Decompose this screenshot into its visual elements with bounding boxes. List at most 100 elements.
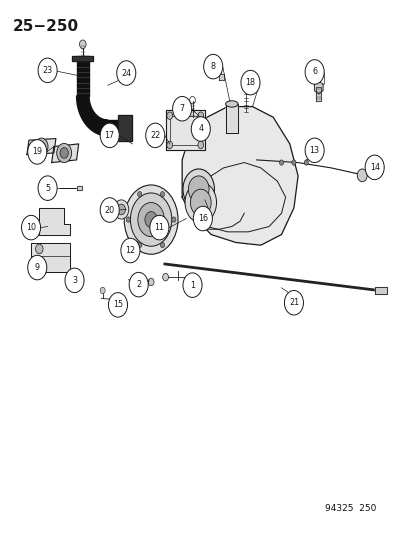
Circle shape — [145, 123, 164, 148]
Circle shape — [28, 140, 47, 164]
Circle shape — [121, 238, 140, 263]
Text: 14: 14 — [369, 163, 379, 172]
Circle shape — [197, 141, 203, 149]
Polygon shape — [76, 96, 107, 136]
Circle shape — [166, 112, 172, 119]
Polygon shape — [182, 107, 297, 245]
Text: 16: 16 — [197, 214, 207, 223]
Text: 10: 10 — [26, 223, 36, 232]
Circle shape — [145, 212, 157, 228]
Circle shape — [65, 268, 84, 293]
Circle shape — [138, 203, 164, 237]
Circle shape — [193, 206, 212, 231]
Circle shape — [172, 96, 191, 121]
Circle shape — [279, 160, 283, 165]
Text: 4: 4 — [198, 125, 203, 133]
Circle shape — [108, 293, 127, 317]
Text: 5: 5 — [45, 184, 50, 192]
Text: 12: 12 — [125, 246, 135, 255]
Circle shape — [160, 191, 164, 197]
Circle shape — [100, 198, 119, 222]
Circle shape — [117, 204, 125, 215]
Polygon shape — [39, 208, 70, 235]
Circle shape — [38, 176, 57, 200]
Circle shape — [36, 259, 43, 269]
Polygon shape — [314, 81, 322, 94]
Circle shape — [304, 160, 308, 165]
Circle shape — [291, 160, 295, 165]
Circle shape — [124, 185, 178, 254]
Polygon shape — [118, 115, 132, 141]
Circle shape — [36, 244, 43, 254]
Text: 20: 20 — [104, 206, 114, 214]
Polygon shape — [225, 104, 237, 133]
Polygon shape — [107, 120, 122, 136]
Circle shape — [60, 148, 68, 158]
Text: 2: 2 — [136, 280, 141, 289]
Text: 25−250: 25−250 — [12, 19, 78, 34]
Text: 11: 11 — [154, 223, 164, 232]
Circle shape — [100, 287, 105, 294]
Text: 21: 21 — [288, 298, 298, 307]
Circle shape — [35, 138, 48, 155]
Polygon shape — [316, 87, 320, 101]
Circle shape — [130, 193, 171, 246]
Text: 22: 22 — [150, 131, 160, 140]
Circle shape — [116, 61, 135, 85]
Polygon shape — [76, 56, 89, 96]
Circle shape — [129, 272, 148, 297]
Text: 8: 8 — [210, 62, 215, 71]
Circle shape — [114, 200, 128, 219]
Circle shape — [197, 112, 203, 119]
Circle shape — [133, 244, 137, 249]
Polygon shape — [27, 139, 56, 155]
Polygon shape — [31, 243, 70, 272]
Circle shape — [160, 243, 164, 248]
Text: 17: 17 — [104, 131, 114, 140]
Text: 23: 23 — [43, 66, 52, 75]
Polygon shape — [165, 110, 204, 150]
Text: 18: 18 — [245, 78, 255, 87]
Circle shape — [284, 290, 303, 315]
Circle shape — [183, 169, 214, 209]
Text: 24: 24 — [121, 69, 131, 77]
Circle shape — [190, 189, 211, 216]
Circle shape — [21, 215, 40, 240]
Text: 3: 3 — [72, 276, 77, 285]
Circle shape — [28, 255, 47, 280]
Circle shape — [191, 117, 210, 141]
Circle shape — [38, 58, 57, 83]
Text: 9: 9 — [35, 263, 40, 272]
Polygon shape — [218, 74, 224, 80]
Circle shape — [188, 176, 209, 203]
Text: 94325  250: 94325 250 — [324, 504, 375, 513]
Polygon shape — [72, 56, 93, 61]
Circle shape — [137, 243, 141, 248]
Polygon shape — [76, 186, 82, 190]
Text: 1: 1 — [190, 281, 195, 289]
Circle shape — [126, 217, 130, 222]
Circle shape — [203, 54, 222, 79]
Circle shape — [304, 60, 323, 84]
Polygon shape — [374, 287, 386, 294]
Text: 6: 6 — [311, 68, 316, 76]
Ellipse shape — [225, 101, 237, 107]
Text: 15: 15 — [113, 301, 123, 309]
Circle shape — [57, 143, 71, 163]
Circle shape — [162, 273, 168, 281]
Circle shape — [148, 278, 154, 286]
Polygon shape — [52, 144, 78, 163]
Text: 7: 7 — [179, 104, 184, 113]
Circle shape — [38, 142, 45, 151]
Circle shape — [304, 138, 323, 163]
Circle shape — [171, 217, 176, 222]
Circle shape — [100, 123, 119, 148]
Circle shape — [185, 182, 216, 223]
Circle shape — [79, 40, 86, 49]
Circle shape — [183, 273, 202, 297]
Text: 19: 19 — [32, 148, 42, 156]
Text: 13: 13 — [309, 146, 319, 155]
Circle shape — [240, 70, 259, 95]
Circle shape — [150, 215, 169, 240]
Circle shape — [356, 169, 366, 182]
